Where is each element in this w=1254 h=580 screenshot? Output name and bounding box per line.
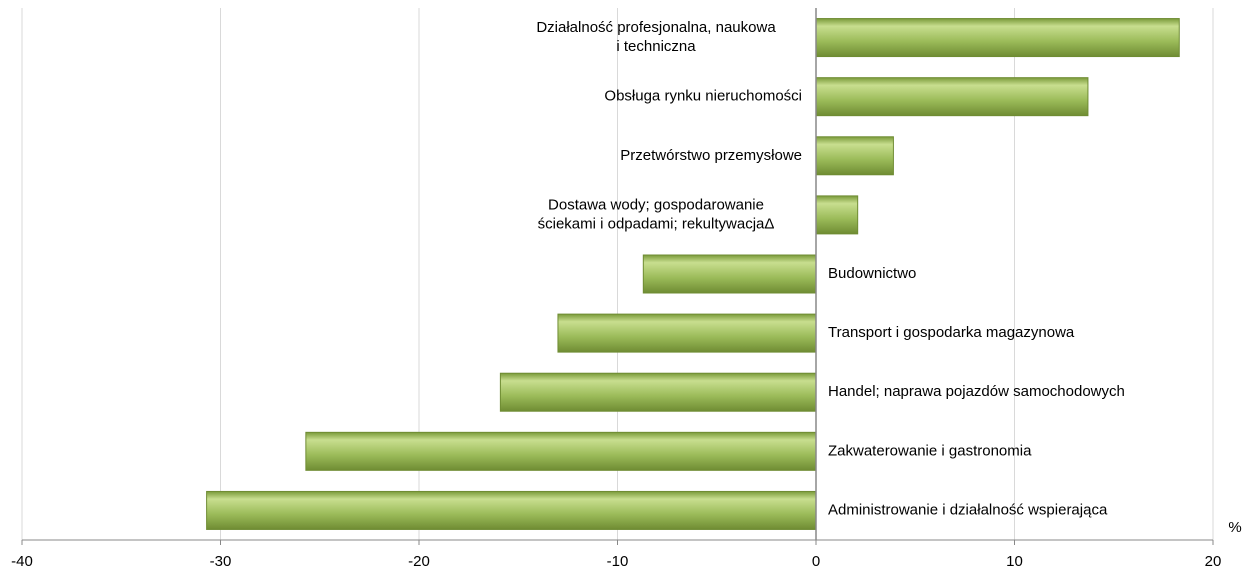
category-label: Transport i gospodarka magazynowa — [828, 324, 1075, 341]
bar — [815, 136, 894, 176]
x-tick-label: -30 — [210, 553, 232, 570]
bar — [206, 490, 817, 530]
bar — [499, 372, 817, 412]
category-label: Przetwórstwo przemysłowe — [620, 147, 802, 164]
category-label: Działalność profesjonalna, naukowa i tech… — [536, 19, 776, 55]
bar — [305, 431, 817, 471]
bar — [642, 254, 817, 294]
bar — [815, 18, 1180, 58]
x-tick-label: -10 — [607, 553, 629, 570]
x-tick-label: -40 — [11, 553, 33, 570]
category-label: Administrowanie i działalność wspierając… — [828, 501, 1108, 518]
x-tick-label: 0 — [812, 553, 820, 570]
category-label: Dostawa wody; gospodarowanie ściekami i o… — [538, 196, 775, 232]
bar — [815, 195, 859, 235]
category-label: Obsługa rynku nieruchomości — [604, 88, 802, 105]
x-tick-label: 20 — [1205, 553, 1222, 570]
x-tick-label: 10 — [1006, 553, 1023, 570]
bar — [557, 313, 817, 353]
category-label: Budownictwo — [828, 265, 916, 282]
x-unit: % — [1228, 519, 1241, 536]
bar — [815, 77, 1089, 117]
category-label: Zakwaterowanie i gastronomia — [828, 442, 1032, 459]
category-label: Handel; naprawa pojazdów samochodowych — [828, 383, 1125, 400]
x-tick-label: -20 — [408, 553, 430, 570]
